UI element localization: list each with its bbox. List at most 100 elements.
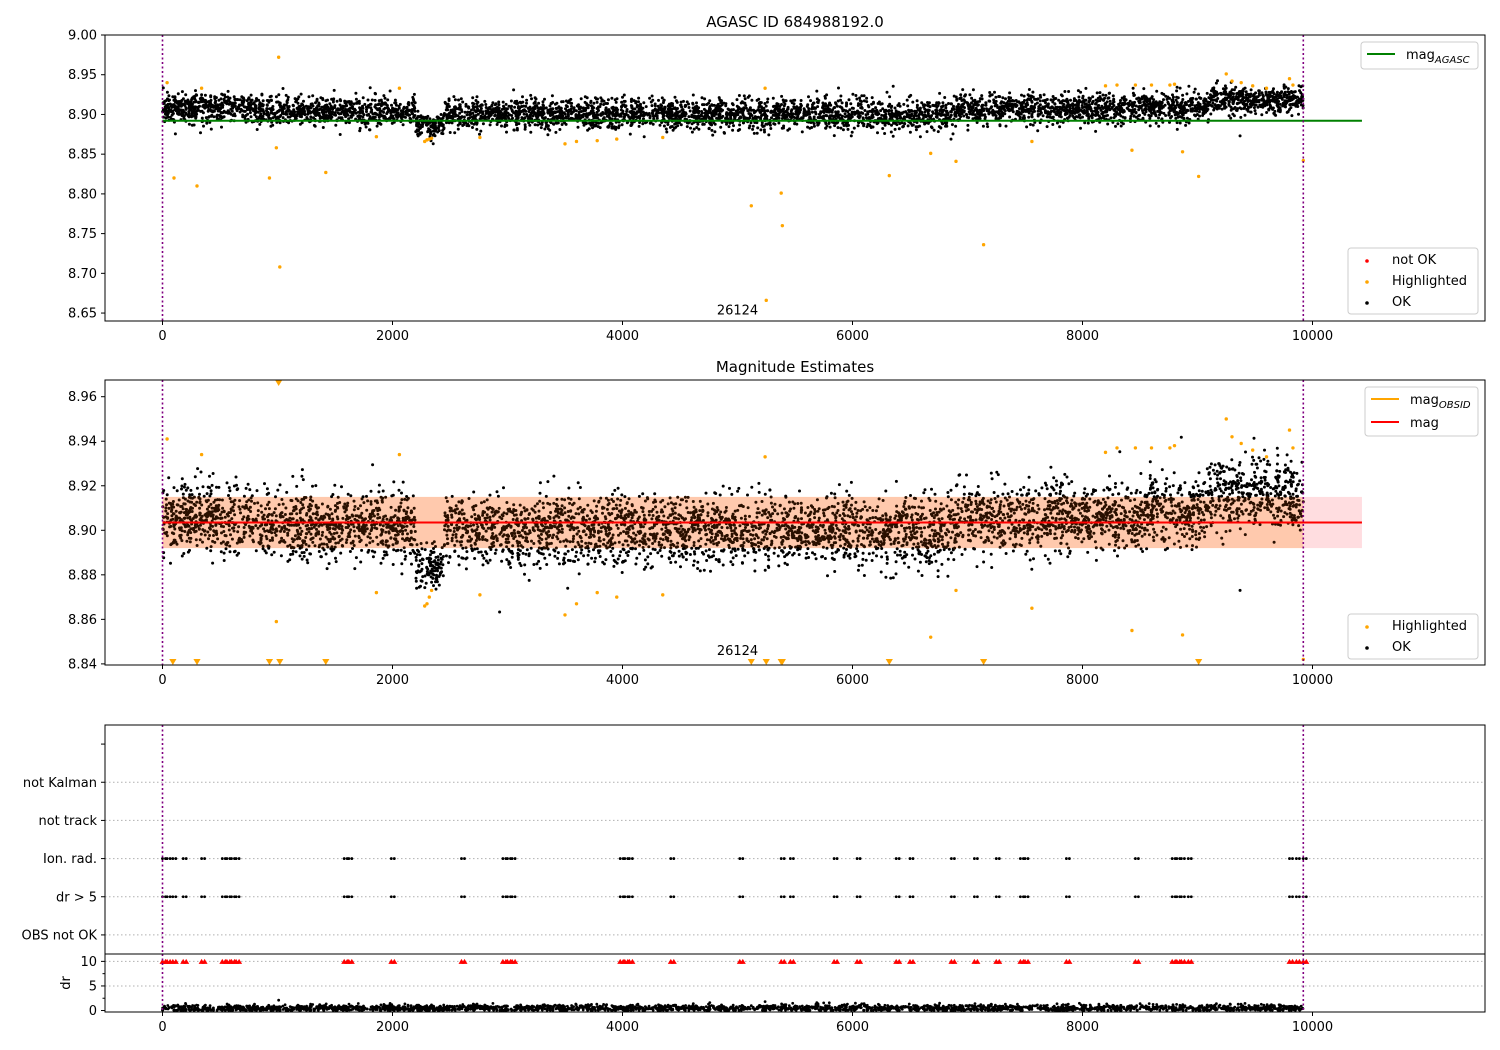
ok-point [286,115,290,119]
ok-point [479,104,483,108]
ok-point [920,101,924,105]
ok-point [584,114,588,118]
ok-point [1072,99,1076,103]
ok-point [792,98,795,102]
ok-point [354,97,358,101]
ok-point [1003,112,1007,116]
ok-point [660,108,664,112]
ok-point [1119,99,1122,102]
ok-point [841,114,844,118]
ok-point [347,117,351,121]
ok-point [760,105,763,109]
ok-point [625,108,629,111]
ok-point [723,131,726,135]
ok-point [823,94,827,98]
ok-point [393,98,397,102]
ok-point [1023,99,1026,102]
ok-point [893,127,897,131]
ok-point [521,95,524,99]
ok-point [448,111,451,115]
ok-point [431,142,435,146]
ok-point [253,103,257,107]
ok-point [806,103,810,107]
ok-point [446,116,450,120]
ok-point [1227,100,1231,103]
ok-point [562,111,566,115]
ok-point [672,113,676,117]
ok-point [1056,105,1060,109]
ok-point [1155,89,1159,93]
ok-point [1254,103,1258,107]
ok-point [938,91,942,95]
ok-point [350,115,353,119]
ok-point [1190,97,1194,101]
ok-point [1058,112,1062,116]
ok-point [1081,96,1085,100]
ok-point [296,106,299,110]
ok-point [726,107,730,111]
ok-point [1187,104,1191,108]
ok-point [258,114,262,118]
ok-point [1234,96,1238,100]
ok-point [579,97,583,101]
ok-point [301,106,305,110]
ok-point [1162,98,1165,102]
ok-point [917,112,921,116]
ok-point [955,97,959,101]
ok-point [929,125,933,129]
ok-point [338,133,342,136]
ok-point [783,110,786,114]
ok-point [1027,115,1031,119]
ok-point [1103,102,1107,106]
ok-point [891,134,895,138]
ok-point [692,127,696,131]
ok-point [514,109,518,113]
ok-point [973,98,977,102]
ok-point [961,88,965,92]
ok-point [1082,110,1086,114]
ok-point [965,115,969,119]
ok-point [757,97,761,101]
ok-point [979,111,983,115]
ok-point [451,115,455,119]
ok-point [321,97,325,100]
ok-point [834,121,838,125]
ok-point [952,107,956,111]
ok-point [838,113,842,117]
ok-point [887,104,891,108]
ok-point [461,100,465,104]
ok-point [405,105,409,109]
ok-point [651,111,655,115]
ok-point [1239,100,1243,104]
ok-point [271,123,275,127]
ok-point [192,123,196,127]
ok-point [1243,113,1247,117]
ok-point [1116,122,1120,126]
ok-point [994,114,998,118]
ok-point [646,113,650,117]
ok-point [1033,109,1036,113]
ok-point [750,108,754,112]
ok-point [856,124,860,128]
ok-point [1048,112,1052,116]
ok-point [1084,86,1088,90]
ok-point [368,86,372,90]
ok-point [1025,103,1029,107]
ok-point [1094,102,1097,106]
ok-point [673,106,677,110]
ok-point [656,110,660,114]
ok-point [890,109,894,113]
ok-point [201,104,205,108]
ok-point [1086,104,1090,108]
ok-point [1029,123,1032,126]
ok-point [262,112,266,116]
ok-point [965,101,969,105]
ok-point [870,96,874,100]
ok-point [377,99,381,103]
ok-point [458,105,462,109]
ok-point [578,107,582,111]
ok-point [1214,98,1218,102]
ok-point [465,124,469,128]
ok-point [191,109,195,113]
ok-point [267,115,271,119]
